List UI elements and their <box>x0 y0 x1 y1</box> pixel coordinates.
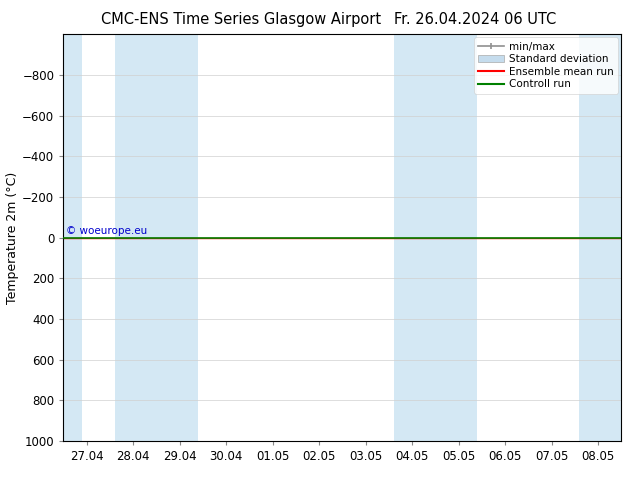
Bar <box>115 34 198 441</box>
Bar <box>63 34 82 441</box>
Text: Fr. 26.04.2024 06 UTC: Fr. 26.04.2024 06 UTC <box>394 12 557 27</box>
Text: © woeurope.eu: © woeurope.eu <box>66 225 148 236</box>
Legend: min/max, Standard deviation, Ensemble mean run, Controll run: min/max, Standard deviation, Ensemble me… <box>474 37 618 94</box>
Bar <box>394 34 477 441</box>
Y-axis label: Temperature 2m (°C): Temperature 2m (°C) <box>6 172 20 304</box>
Bar <box>579 34 621 441</box>
Text: CMC-ENS Time Series Glasgow Airport: CMC-ENS Time Series Glasgow Airport <box>101 12 381 27</box>
